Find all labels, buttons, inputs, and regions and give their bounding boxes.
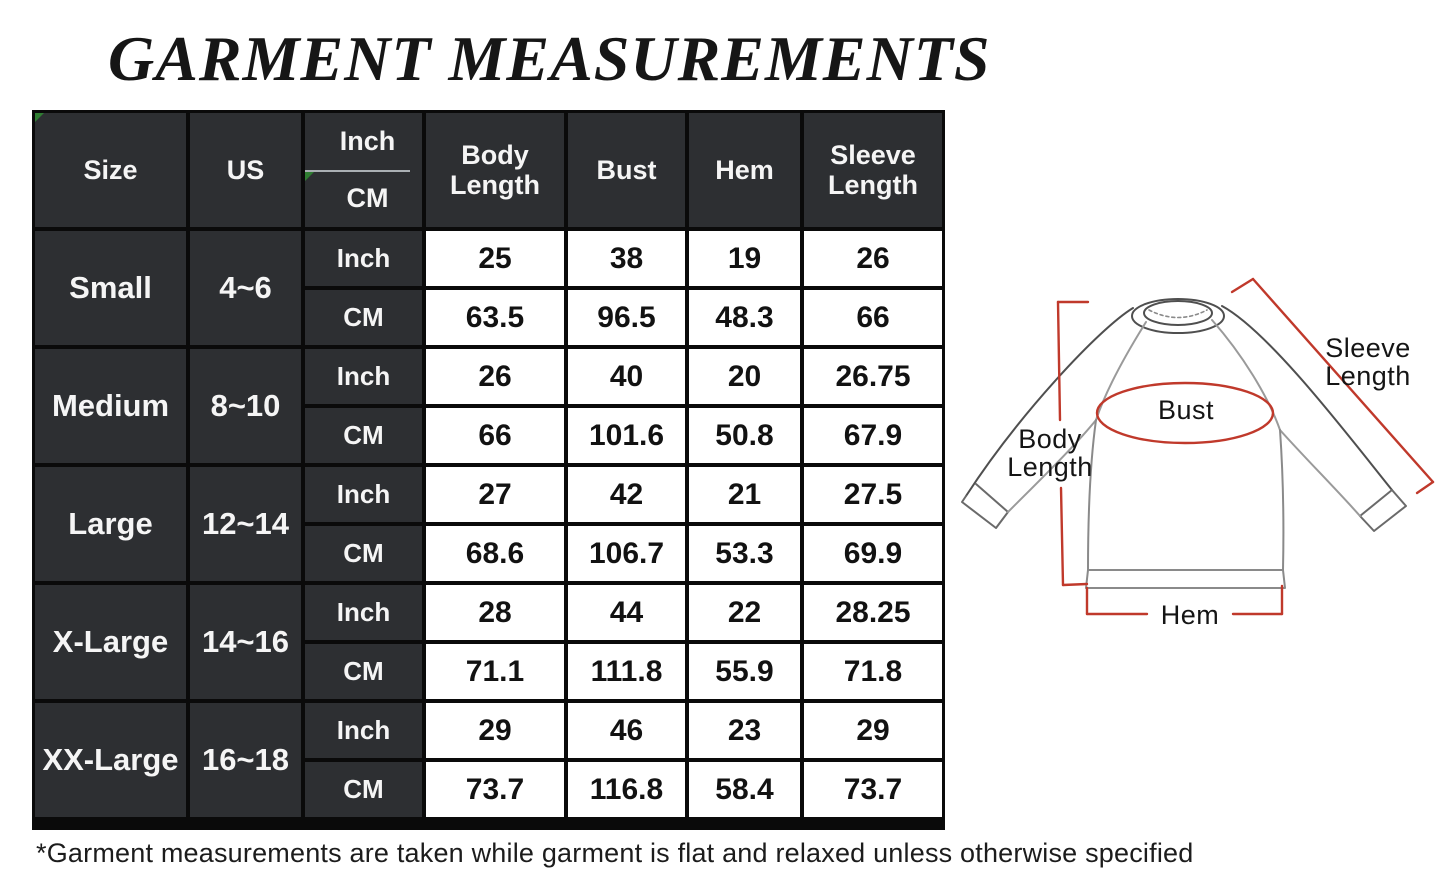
measurement-cell: 21	[689, 467, 800, 522]
bust-label: Bust	[1157, 395, 1215, 425]
body-length-bottom-tick	[1061, 582, 1089, 587]
measurement-cell: 42	[568, 467, 685, 522]
us-size: 14~16	[190, 585, 301, 699]
sleeve-length-bottom-tick	[1415, 480, 1435, 495]
measurement-cell: 27.5	[804, 467, 942, 522]
measurement-cell: 23	[689, 703, 800, 758]
measurement-cell: 22	[689, 585, 800, 640]
measurement-cell: 68.6	[426, 526, 564, 581]
us-size: 12~14	[190, 467, 301, 581]
measurement-cell: 71.1	[426, 644, 564, 699]
header-unit-inch: Inch	[339, 126, 396, 156]
size-label: Large	[35, 467, 186, 581]
measurement-cell: 26.75	[804, 349, 942, 404]
measurement-cell: 58.4	[689, 762, 800, 817]
unit-label-cm: CM	[305, 762, 422, 817]
us-size: 16~18	[190, 703, 301, 817]
measurement-cell: 29	[804, 703, 942, 758]
unit-label-inch: Inch	[305, 703, 422, 758]
unit-label-cm: CM	[305, 526, 422, 581]
measurement-cell: 67.9	[804, 408, 942, 463]
body-length-label: Body Length	[1007, 424, 1093, 482]
hem-label: Hem	[1160, 600, 1220, 630]
measurement-cell: 66	[804, 290, 942, 345]
measurement-cell: 71.8	[804, 644, 942, 699]
header-bust: Bust	[568, 113, 685, 227]
measurement-cell: 53.3	[689, 526, 800, 581]
header-hem: Hem	[689, 113, 800, 227]
measurement-cell: 38	[568, 231, 685, 286]
measurement-cell: 55.9	[689, 644, 800, 699]
measurement-cell: 111.8	[568, 644, 685, 699]
garment-sketch-svg	[961, 277, 1435, 616]
measurement-cell: 20	[689, 349, 800, 404]
bust-ellipse	[1095, 381, 1275, 445]
measurement-cell: 46	[568, 703, 685, 758]
measurement-cell: 40	[568, 349, 685, 404]
header-unit-cm: CM	[346, 183, 389, 213]
unit-label-cm: CM	[305, 408, 422, 463]
unit-divider-line	[305, 170, 411, 172]
header-us: US	[190, 113, 301, 227]
unit-label-cm: CM	[305, 644, 422, 699]
garment-diagram: Bust Body Length Sleeve Length Hem	[950, 258, 1445, 658]
header-size: Size	[35, 113, 186, 227]
page-title: GARMENT MEASUREMENTS	[108, 23, 991, 94]
measurement-cell: 19	[689, 231, 800, 286]
measurement-cell: 106.7	[568, 526, 685, 581]
us-size: 4~6	[190, 231, 301, 345]
sleeve-length-top-tick	[1230, 277, 1255, 294]
measurement-cell: 69.9	[804, 526, 942, 581]
measurement-cell: 63.5	[426, 290, 564, 345]
measurement-cell: 73.7	[426, 762, 564, 817]
measurement-cell: 26	[804, 231, 942, 286]
measurement-cell: 116.8	[568, 762, 685, 817]
garment-measurements-table: Size US Inch CM Body Length Bust Hem Sle…	[32, 110, 945, 830]
measurement-cell: 44	[568, 585, 685, 640]
footnote: *Garment measurements are taken while ga…	[36, 838, 1194, 868]
measurement-cell: 28	[426, 585, 564, 640]
measurement-cell: 96.5	[568, 290, 685, 345]
unit-label-inch: Inch	[305, 467, 422, 522]
size-label: XX-Large	[35, 703, 186, 817]
measurement-cell: 25	[426, 231, 564, 286]
size-label: Small	[35, 231, 186, 345]
header-body-length: Body Length	[426, 113, 564, 227]
unit-label-inch: Inch	[305, 231, 422, 286]
us-size: 8~10	[190, 349, 301, 463]
measurement-cell: 26	[426, 349, 564, 404]
measurement-cell: 101.6	[568, 408, 685, 463]
header-unit: Inch CM	[305, 113, 422, 227]
measurement-cell: 50.8	[689, 408, 800, 463]
header-sleeve-length: Sleeve Length	[804, 113, 942, 227]
measurement-cell: 27	[426, 467, 564, 522]
cell-corner-marker	[305, 172, 314, 181]
measurement-cell: 28.25	[804, 585, 942, 640]
measurement-cell: 73.7	[804, 762, 942, 817]
unit-label-inch: Inch	[305, 349, 422, 404]
measurement-cell: 29	[426, 703, 564, 758]
measurement-cell: 66	[426, 408, 564, 463]
size-label: X-Large	[35, 585, 186, 699]
unit-label-cm: CM	[305, 290, 422, 345]
cell-corner-marker	[35, 113, 44, 122]
sleeve-length-label: Sleeve Length	[1325, 333, 1411, 391]
size-label: Medium	[35, 349, 186, 463]
unit-label-inch: Inch	[305, 585, 422, 640]
measurement-cell: 48.3	[689, 290, 800, 345]
